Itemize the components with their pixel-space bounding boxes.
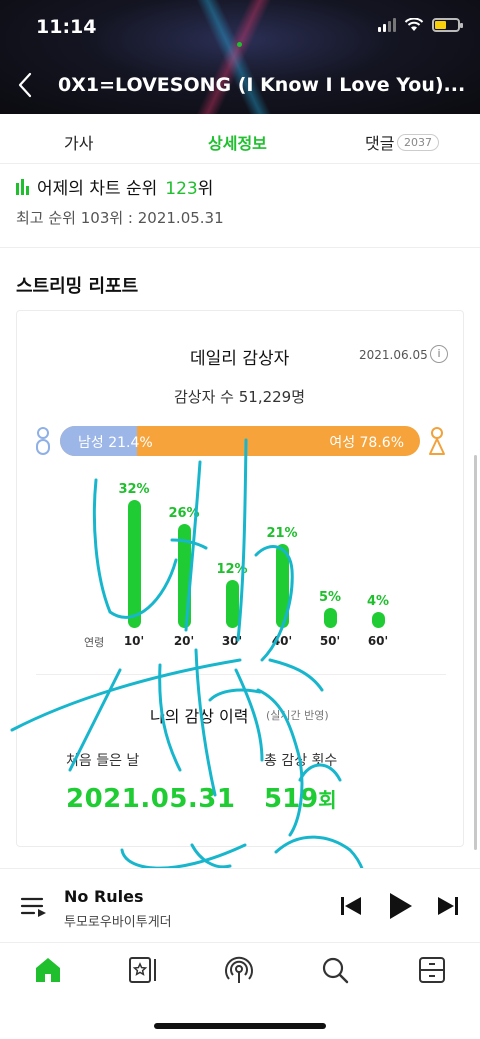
bottom-nav [0,942,480,1039]
age-group-label: 50' [319,634,341,648]
gender-male-fill [60,426,138,456]
tab-bar: 가사 상세정보 댓글 [0,114,480,164]
search-icon[interactable] [320,955,350,985]
wifi-icon [404,18,424,31]
age-percent-label: 5% [318,590,342,605]
age-bar [276,544,289,628]
male-share-label: 남성 21.4% [78,435,153,451]
song-title: 0X1=LOVESONG (I Know I Love You)... [58,74,466,96]
first-listened-label: 처음 들은 날 [66,753,140,769]
signal-icon [378,18,396,32]
age-axis-caption: 연령 [84,636,105,649]
age-bar [372,612,385,628]
age-percent-label: 4% [366,594,390,609]
chart-rank-value: 123 [165,179,198,199]
female-share-label: 여성 78.6% [329,435,404,451]
age-group-label: 30' [221,634,243,648]
chart-rank-label: 어제의 차트 순위 [37,179,158,199]
chart-rank[interactable]: 어제의 차트 순위 123위 [16,174,213,199]
age-group-label: 40' [271,634,293,648]
storage-icon[interactable] [417,955,447,985]
tab-comments[interactable]: 댓글 [365,134,395,153]
age-group-label: 60' [367,634,389,648]
divider [0,247,480,248]
female-icon [429,427,445,455]
age-percent-label: 21% [266,526,298,541]
total-plays-value: 519회 [264,784,337,814]
history-title: 나의 감상 이력 [150,707,249,726]
report-date: 2021.06.05 [359,348,428,362]
age-group-label: 20' [173,634,195,648]
now-playing-title: No Rules [64,887,144,906]
status-time: 11:14 [36,16,97,38]
age-bar [178,524,191,628]
first-listened-date: 2021.05.31 [66,784,236,814]
home-icon[interactable] [33,955,63,985]
play-icon[interactable] [386,891,414,921]
age-percent-label: 12% [216,562,248,577]
age-percent-label: 26% [168,506,200,521]
status-icons [378,18,463,32]
now-playing-artist: 투모로우바이투게더 [64,915,172,930]
age-group-label: 10' [123,634,145,648]
gender-ratio-bar: 남성 21.4% 여성 78.6% [60,426,420,456]
best-rank: 최고 순위 103위 : 2021.05.31 [16,209,224,227]
battery-icon [432,18,463,32]
info-icon[interactable]: i [430,345,448,363]
chart-bars-icon [16,178,29,195]
scrollbar[interactable] [474,455,477,850]
back-icon[interactable] [12,68,40,102]
divider [36,674,446,675]
age-bar [324,608,337,628]
library-icon[interactable] [128,955,158,985]
age-bar [226,580,239,628]
home-indicator [154,1023,326,1029]
podcast-icon[interactable] [224,955,254,985]
daily-listeners-title: 데일리 감상자 [190,349,290,369]
next-icon[interactable] [436,895,460,917]
listener-count: 감상자 수 51,229명 [174,388,306,406]
age-percent-label: 32% [118,482,150,497]
mini-player[interactable]: No Rules 투모로우바이투게더 [0,868,480,942]
tab-lyrics[interactable]: 가사 [64,134,94,153]
active-tab-indicator [237,42,242,47]
history-note: (실시간 반영) [266,709,329,722]
tab-detail-info[interactable]: 상세정보 [208,134,267,153]
section-title: 스트리밍 리포트 [16,276,139,297]
age-distribution-chart: 32% 10' 26% 20' 12% 30' 21% 40' 5% 50' 4% 60' [60,470,420,660]
prev-icon[interactable] [339,895,363,917]
playlist-icon[interactable] [20,895,48,919]
total-plays-label: 총 감상 횟수 [264,753,338,769]
header-background [0,0,480,114]
age-bar [128,500,141,628]
chart-rank-suffix: 위 [197,179,214,199]
comment-count-badge: 2037 [397,134,439,151]
male-icon [36,427,50,455]
